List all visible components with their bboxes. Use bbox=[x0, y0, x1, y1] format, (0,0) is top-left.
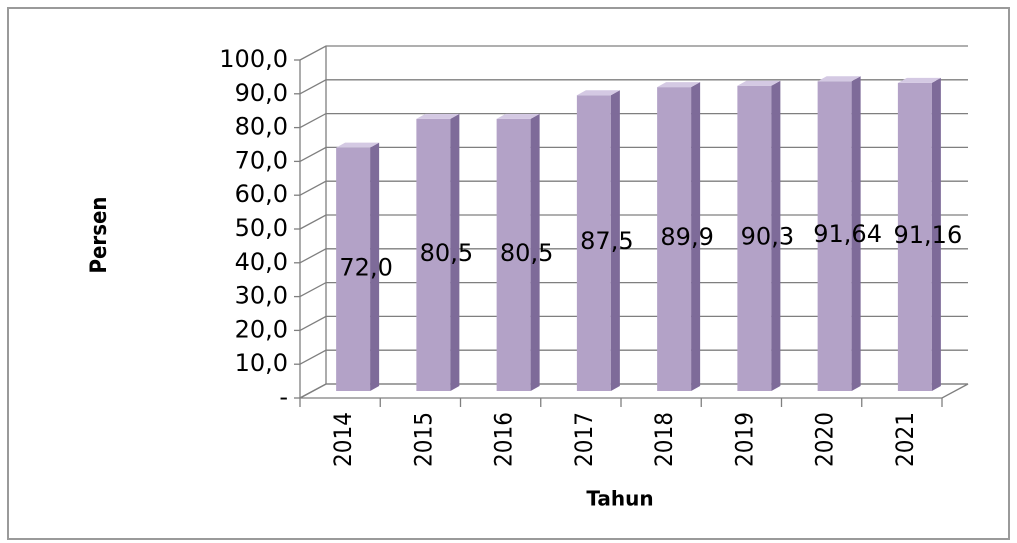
y-tick-label: 70,0 bbox=[235, 146, 288, 174]
bar-top bbox=[336, 142, 380, 148]
bar-side bbox=[851, 76, 861, 391]
bar-side bbox=[370, 142, 380, 391]
x-tick-label: 2015 bbox=[409, 412, 437, 467]
bar-side bbox=[610, 90, 620, 391]
y-tick-label: 80,0 bbox=[235, 113, 288, 141]
y-tick-label: 90,0 bbox=[235, 79, 288, 107]
bar bbox=[496, 113, 540, 391]
value-label: 91,64 bbox=[813, 220, 882, 248]
bar-front bbox=[336, 147, 371, 391]
bar-top bbox=[657, 82, 701, 88]
y-tick-label: 50,0 bbox=[235, 214, 288, 242]
bar-top bbox=[576, 90, 620, 96]
x-tick-label: 2016 bbox=[490, 412, 518, 467]
bar-top bbox=[496, 113, 540, 119]
x-tick-label: 2014 bbox=[329, 412, 357, 467]
bar-top bbox=[737, 80, 781, 86]
y-axis-title: Persen bbox=[87, 197, 112, 274]
y-tick-label: 10,0 bbox=[235, 349, 288, 377]
x-tick-label: 2019 bbox=[730, 412, 758, 467]
bar-front bbox=[576, 95, 611, 391]
bar bbox=[817, 76, 861, 391]
floor bbox=[299, 383, 969, 399]
bar bbox=[336, 142, 380, 391]
bar-side bbox=[450, 113, 460, 391]
bar-front bbox=[416, 118, 451, 391]
bar-front bbox=[817, 81, 852, 391]
value-label: 80,5 bbox=[500, 239, 553, 267]
bar-front bbox=[496, 118, 531, 391]
value-label: 90,3 bbox=[741, 222, 794, 250]
bar-top bbox=[897, 77, 941, 83]
value-label: 89,9 bbox=[660, 223, 713, 251]
value-label: 72,0 bbox=[339, 253, 392, 281]
y-tick-label: 40,0 bbox=[235, 248, 288, 276]
bar-side bbox=[530, 113, 540, 391]
bar bbox=[657, 82, 701, 391]
bar-top bbox=[817, 76, 861, 82]
x-tick-label: 2021 bbox=[891, 412, 919, 467]
x-tick-label: 2017 bbox=[570, 412, 598, 467]
y-tick-label: 60,0 bbox=[235, 180, 288, 208]
y-tick-label: 30,0 bbox=[235, 282, 288, 310]
bar-side bbox=[771, 80, 781, 391]
bar-front bbox=[897, 82, 932, 391]
bar bbox=[416, 113, 460, 391]
value-label: 80,5 bbox=[420, 239, 473, 267]
bar-top bbox=[416, 113, 460, 119]
bar bbox=[576, 90, 620, 391]
value-label: 87,5 bbox=[580, 227, 633, 255]
x-axis-title: Tahun bbox=[586, 487, 653, 511]
bar bbox=[737, 80, 781, 391]
y-tick-label: 100,0 bbox=[219, 45, 288, 73]
y-tick-label: - bbox=[279, 383, 288, 411]
grid-line bbox=[299, 45, 968, 61]
x-tick-label: 2020 bbox=[811, 412, 839, 467]
bar-front bbox=[657, 87, 692, 391]
bar-front bbox=[737, 85, 772, 391]
y-tick-label: 20,0 bbox=[235, 315, 288, 343]
bar-side bbox=[931, 77, 941, 391]
bar-side bbox=[691, 82, 701, 391]
x-tick-label: 2018 bbox=[650, 412, 678, 467]
bar bbox=[897, 77, 941, 391]
value-label: 91,16 bbox=[894, 221, 963, 249]
grid-line bbox=[299, 79, 968, 95]
